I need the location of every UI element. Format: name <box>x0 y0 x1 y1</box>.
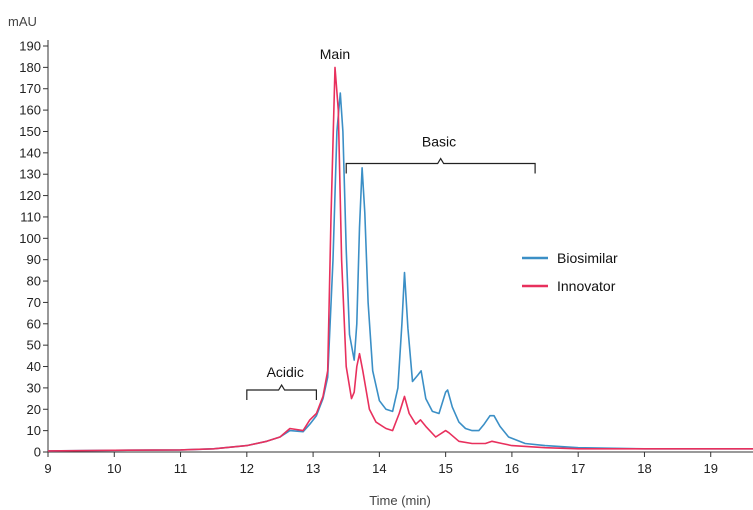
y-axis-title: mAU <box>8 14 37 29</box>
y-tick-label: 40 <box>27 359 41 374</box>
series-layer <box>47 66 753 452</box>
legend-label-innovator: Innovator <box>557 278 616 294</box>
y-tick-label: 150 <box>19 124 41 139</box>
y-tick-label: 170 <box>19 81 41 96</box>
y-tick-label: 30 <box>27 380 41 395</box>
y-tick-label: 80 <box>27 274 41 289</box>
annotation-main: Main <box>320 46 350 62</box>
y-tick-label: 60 <box>27 316 41 331</box>
x-tick-label: 16 <box>505 461 519 476</box>
legend: Biosimilar Innovator <box>522 250 618 294</box>
x-axis-title: Time (min) <box>369 493 431 508</box>
y-tick-label: 90 <box>27 252 41 267</box>
x-tick-label: 15 <box>438 461 452 476</box>
x-tick-label: 19 <box>703 461 717 476</box>
y-tick-label: 140 <box>19 145 41 160</box>
y-tick-label: 190 <box>19 39 41 54</box>
y-tick-label: 10 <box>27 423 41 438</box>
annotation-layer: Main Acidic Basic <box>246 46 536 401</box>
y-tick-label: 180 <box>19 60 41 75</box>
y-tick-label: 100 <box>19 231 41 246</box>
y-tick-label: 0 <box>34 445 41 460</box>
x-tick-label: 12 <box>240 461 254 476</box>
legend-label-biosimilar: Biosimilar <box>557 250 618 266</box>
x-tick-label: 10 <box>107 461 121 476</box>
x-tick-label: 17 <box>571 461 585 476</box>
y-tick-label: 110 <box>20 209 41 224</box>
bracket-basic <box>345 157 536 174</box>
x-tick-label: 9 <box>44 461 51 476</box>
x-tick-label: 14 <box>372 461 386 476</box>
annotation-acidic: Acidic <box>267 364 304 380</box>
series-line-biosimilar <box>47 92 753 452</box>
series-line-innovator <box>47 66 753 452</box>
y-tick-label: 20 <box>27 402 41 417</box>
y-tick-label: 70 <box>27 295 41 310</box>
x-tick-label: 11 <box>174 461 188 476</box>
y-tick-label: 50 <box>27 338 41 353</box>
x-tick-label: 18 <box>637 461 651 476</box>
y-tick-label: 130 <box>19 167 41 182</box>
y-tick-label: 160 <box>19 103 41 118</box>
bracket-acidic <box>246 383 318 401</box>
axes: 0 10 20 30 40 50 60 70 80 90 100 110 120 130 140 150 160… <box>19 39 753 476</box>
x-tick-label: 13 <box>306 461 320 476</box>
annotation-basic: Basic <box>422 133 456 149</box>
y-tick-label: 120 <box>19 188 41 203</box>
